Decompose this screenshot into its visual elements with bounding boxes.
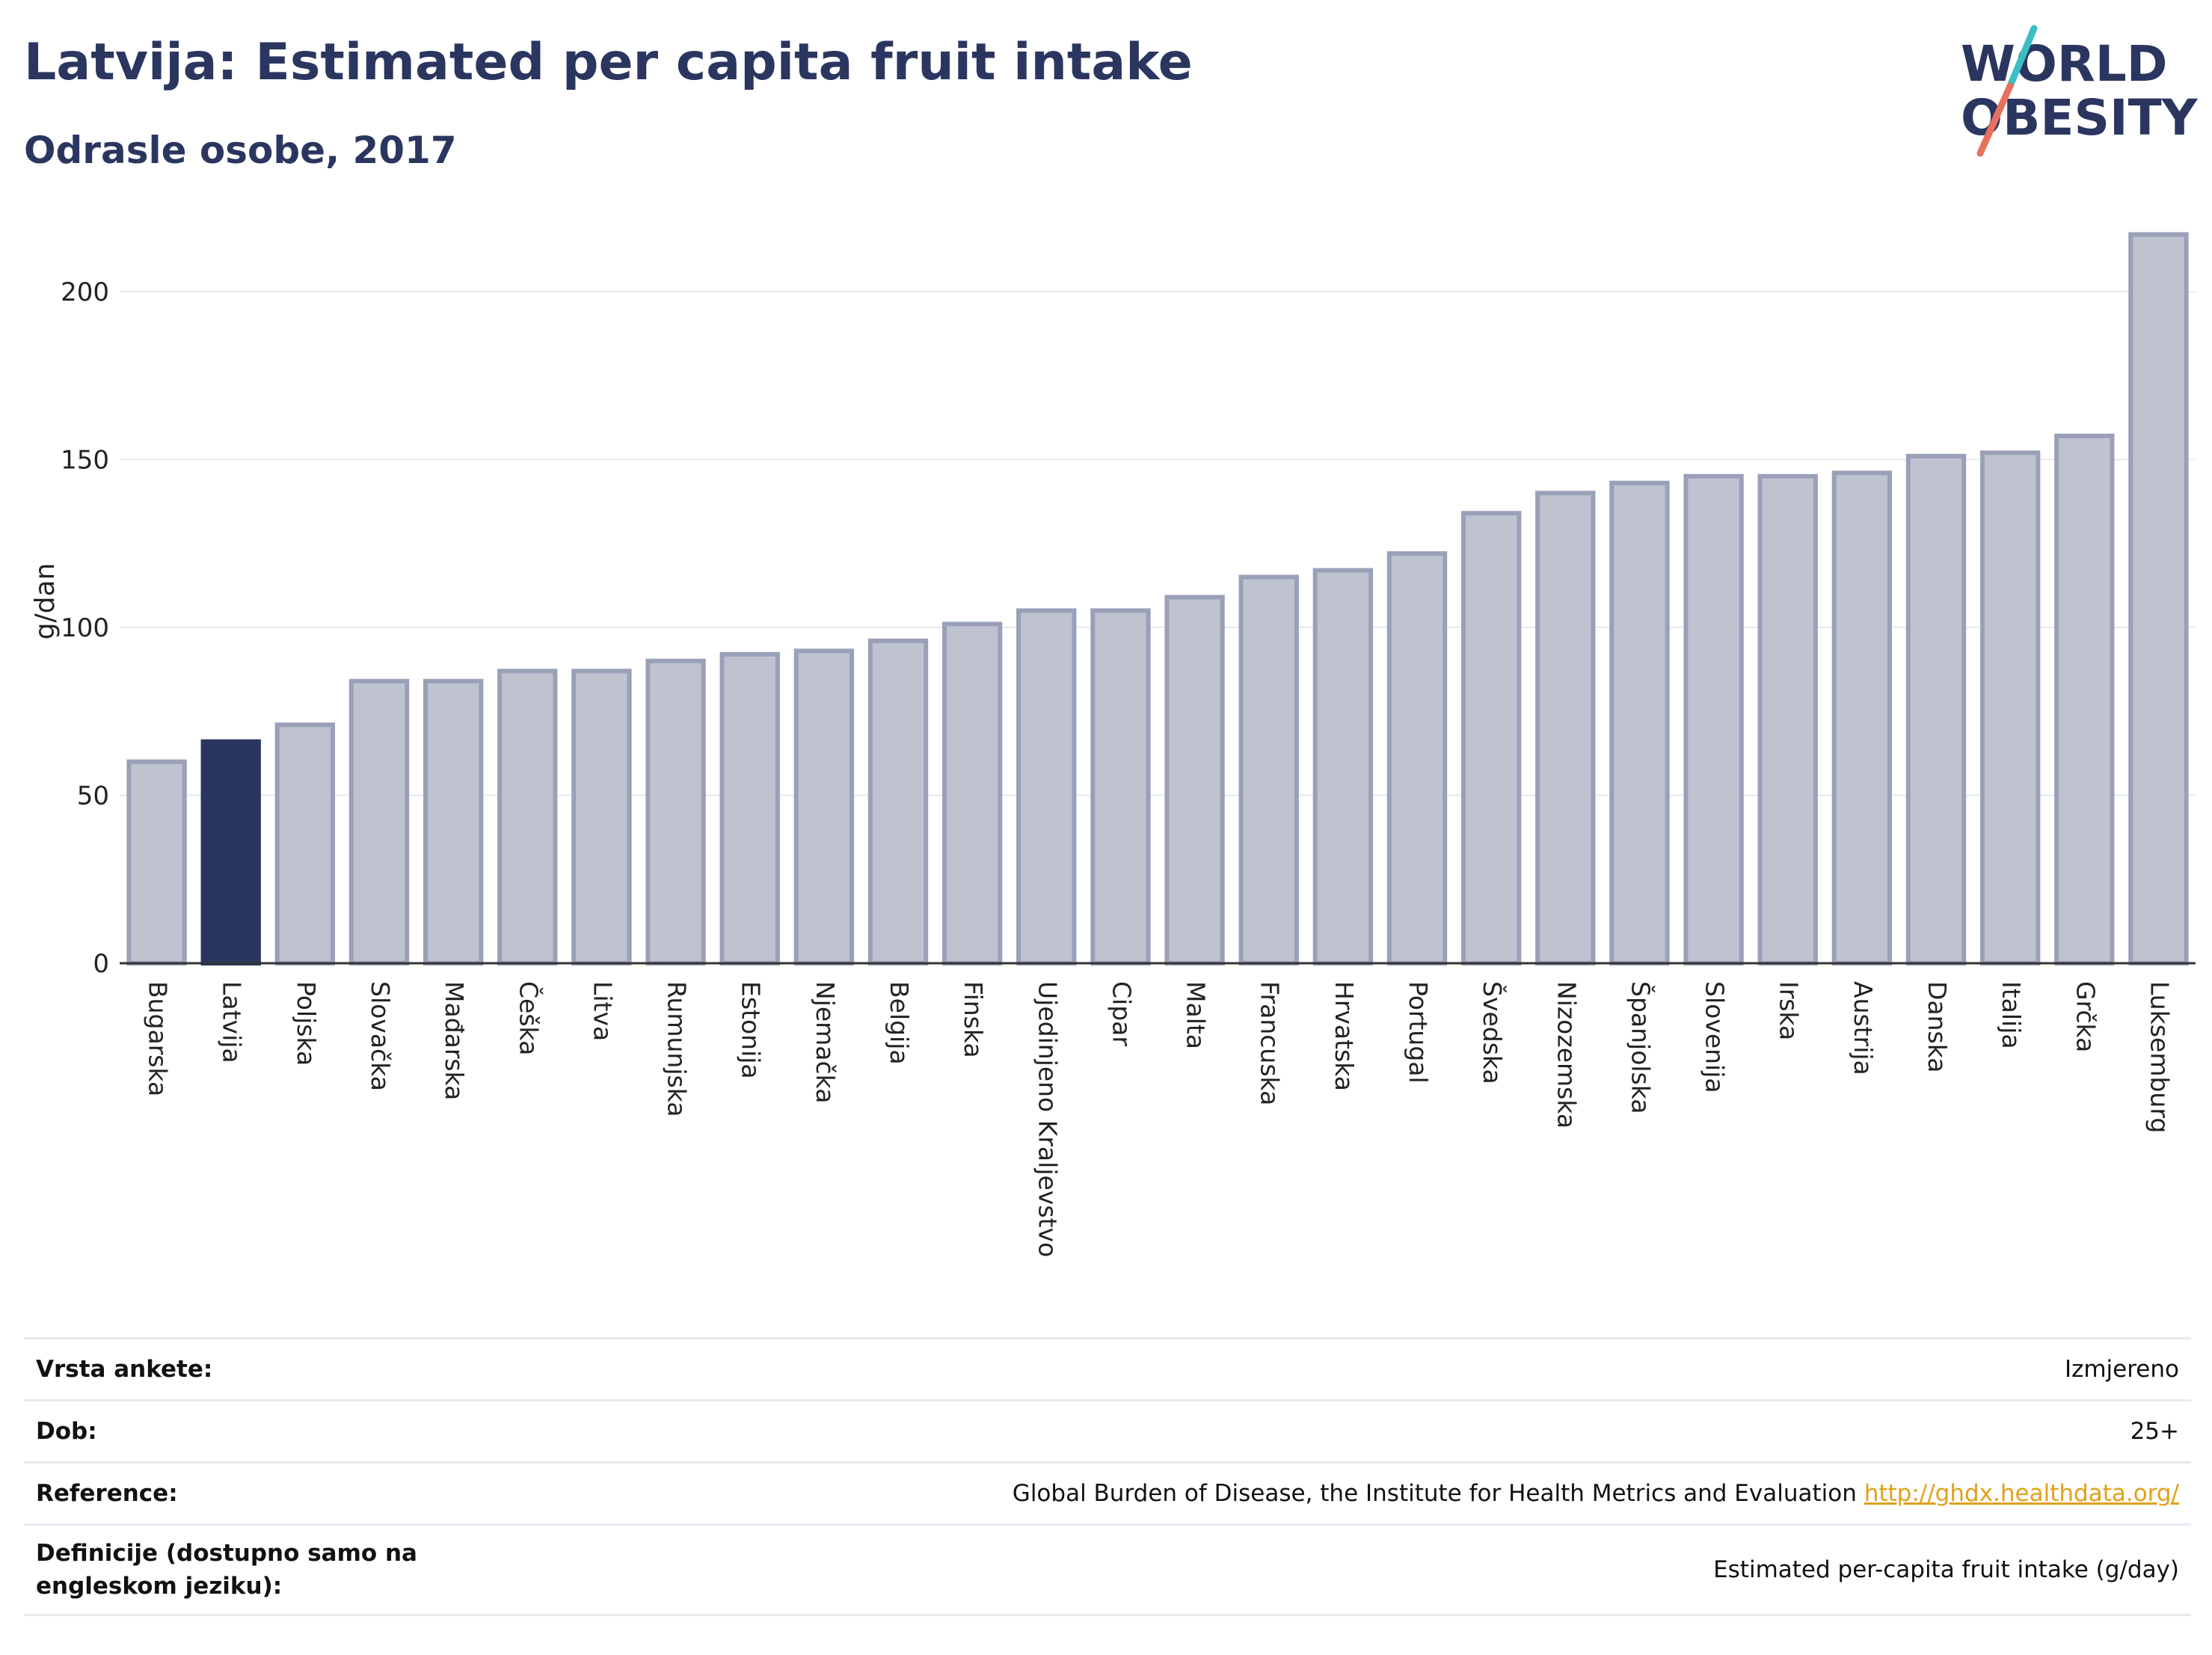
info-value-reference: Global Burden of Disease, the Institute …: [571, 1463, 2191, 1525]
x-tick-label: Hrvatska: [1330, 981, 1359, 1091]
bar: [719, 651, 780, 965]
x-tick-label: Nizozemska: [1552, 981, 1581, 1129]
bar: [1609, 480, 1670, 965]
bar: [126, 759, 187, 966]
y-tick-label: 200: [61, 277, 109, 307]
info-row-age: Dob: 25+: [24, 1400, 2191, 1463]
x-tick-label: Bugarska: [144, 981, 173, 1096]
logo-text-world: WORLD: [1961, 35, 2168, 93]
info-label-reference: Reference:: [36, 1480, 178, 1507]
info-value-age: 25+: [2130, 1418, 2179, 1445]
y-tick-label: 150: [61, 445, 109, 475]
x-tick-label: Austrija: [1849, 981, 1878, 1075]
x-tick-label: Luksemburg: [2145, 981, 2174, 1133]
info-row-definitions: Definicije (dostupno samo na engleskom j…: [24, 1524, 2191, 1615]
bar: [423, 678, 484, 965]
reference-link[interactable]: http://ghdx.healthdata.org/: [1864, 1480, 2179, 1507]
bar: [1683, 473, 1744, 965]
y-tick-label: 100: [61, 613, 109, 643]
bar: [1979, 450, 2041, 965]
bar-chart: 0 50 100 150 200 g/dan Bugarska Latvija Poljska S…: [30, 232, 2196, 1257]
y-tick-label: 50: [77, 781, 109, 811]
x-tick-label: Finska: [959, 981, 988, 1058]
bar: [1312, 568, 1374, 965]
bar: [1016, 608, 1077, 965]
x-tick-label: Latvija: [218, 981, 247, 1063]
x-tick-label: Slovačka: [366, 981, 395, 1091]
bar: [941, 621, 1003, 965]
chart-title: Latvija: Estimated per capita fruit inta…: [24, 33, 1193, 92]
y-tick-label: 0: [93, 949, 109, 979]
logo-text-obesity: OBESITY: [1961, 89, 2199, 147]
logo-slash-coral: [1976, 82, 2014, 157]
bar: [1164, 595, 1225, 965]
bar: [2054, 433, 2115, 965]
bar: [645, 658, 706, 965]
bar: [497, 669, 558, 965]
bar: [867, 638, 929, 965]
x-tick-label: Danska: [1923, 981, 1952, 1073]
y-axis-label: g/dan: [30, 563, 61, 640]
x-tick-label: Rumunjska: [663, 981, 692, 1117]
bar: [348, 678, 410, 965]
x-tick-label: Irska: [1775, 981, 1804, 1040]
bar: [1460, 511, 1522, 965]
bar: [1535, 491, 1596, 965]
x-tick-label: Slovenija: [1701, 981, 1730, 1093]
world-obesity-logo: WORLD OBESITY: [1961, 25, 2199, 157]
x-tick-label: Njemačka: [811, 981, 840, 1103]
x-tick-label: Mađarska: [440, 981, 469, 1100]
x-tick-label: Ujedinjeno Kraljevstvo: [1033, 981, 1062, 1257]
bar: [1757, 473, 1818, 965]
info-value-survey-type: Izmjereno: [2064, 1356, 2179, 1383]
info-label-survey-type: Vrsta ankete:: [36, 1356, 213, 1383]
bar: [1238, 574, 1299, 965]
x-tick-label: Malta: [1182, 981, 1211, 1049]
x-tick-label: Belgija: [885, 981, 914, 1065]
chart-subtitle: Odrasle osobe, 2017: [24, 129, 457, 172]
logo-slash-teal: [2006, 25, 2038, 90]
x-tick-label: Švedska: [1478, 981, 1508, 1084]
x-tick-label: Poljska: [292, 981, 321, 1066]
info-row-reference: Reference: Global Burden of Disease, the…: [24, 1462, 2191, 1525]
x-tick-label: Portugal: [1404, 981, 1433, 1084]
info-value-definitions: Estimated per-capita fruit intake (g/day…: [1713, 1556, 2179, 1583]
bar: [793, 648, 855, 965]
info-label-age: Dob:: [36, 1418, 97, 1445]
reference-text: Global Burden of Disease, the Institute …: [1012, 1480, 1857, 1507]
x-tick-label: Grčka: [2071, 981, 2100, 1052]
x-tick-label: Italija: [1997, 981, 2026, 1049]
x-tick-label: Španjolska: [1626, 981, 1656, 1114]
bar: [274, 722, 336, 965]
info-table: Vrsta ankete: Izmjereno Dob: 25+ Referen…: [24, 1337, 2191, 1616]
info-label-definitions: Definicije (dostupno samo na engleskom j…: [36, 1540, 417, 1600]
bar: [2128, 232, 2189, 965]
info-row-survey-type: Vrsta ankete: Izmjereno: [24, 1338, 2191, 1401]
bar-highlighted: [200, 739, 261, 965]
bar: [1090, 608, 1151, 965]
x-tick-label: Litva: [588, 981, 617, 1041]
bar: [571, 669, 632, 965]
bar: [1831, 470, 1893, 965]
bar: [1905, 453, 1967, 965]
x-tick-label: Češka: [514, 981, 544, 1055]
x-tick-label: Estonija: [737, 981, 766, 1079]
x-tick-label: Francuska: [1256, 981, 1285, 1105]
x-tick-label: Cipar: [1107, 981, 1136, 1046]
bar: [1386, 551, 1448, 965]
